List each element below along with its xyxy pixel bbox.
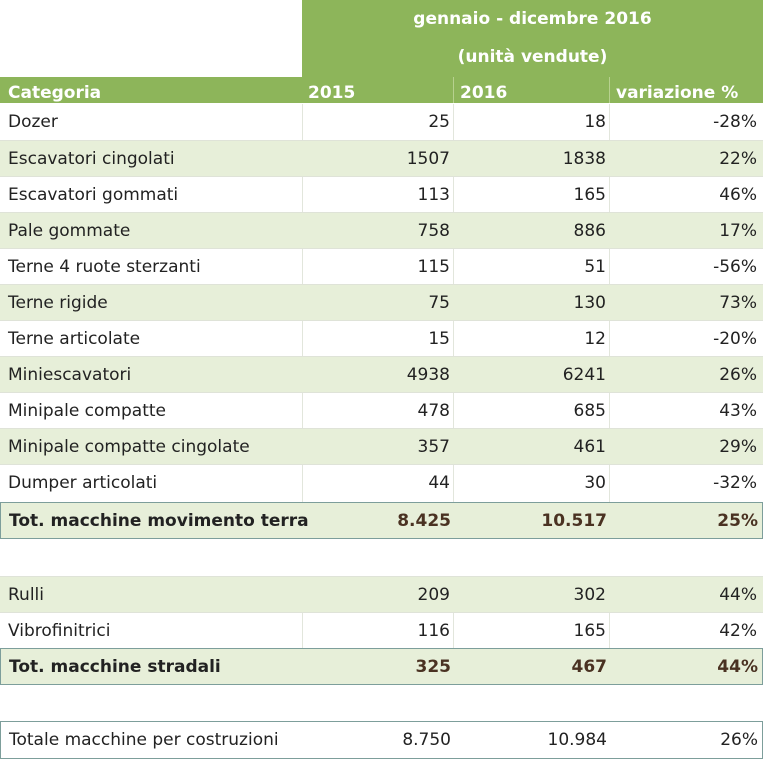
- row-value-2015: 758: [417, 221, 450, 241]
- unit-subtitle: (unità vendute): [457, 47, 608, 67]
- period-title: gennaio - dicembre 2016: [413, 9, 652, 29]
- row-category-name: Pale gommate: [8, 221, 131, 241]
- row-value-2015: 4938: [406, 365, 450, 385]
- change-column-header: variazione %: [616, 83, 739, 103]
- row-value-2016: 130: [573, 293, 606, 313]
- row-category-name: Dumper articolati: [8, 473, 158, 493]
- row-value-2016: 685: [573, 401, 606, 421]
- table-row: Dumper articolati 44 30 -32%: [0, 464, 763, 501]
- row-value-2015: 75: [428, 293, 450, 313]
- row-value-2015: 44: [428, 473, 450, 493]
- row-category-name: Totale macchine per costruzioni: [9, 730, 279, 750]
- row-value-2015: 325: [415, 656, 452, 677]
- row-change-percent: 43%: [719, 401, 757, 421]
- row-change-percent: 26%: [720, 730, 758, 750]
- row-value-2015: 8.425: [397, 510, 451, 531]
- row-value-2016: 467: [571, 656, 608, 677]
- table-row: Rulli 209 302 44%: [0, 576, 763, 613]
- row-value-2016: 302: [573, 585, 606, 605]
- row-change-percent: 22%: [719, 149, 757, 169]
- row-category-name: Vibrofinitrici: [8, 621, 111, 641]
- row-value-2015: 357: [417, 437, 450, 457]
- row-category-name: Terne 4 ruote sterzanti: [8, 257, 201, 277]
- table-row: Vibrofinitrici 116 165 42%: [0, 612, 763, 649]
- row-value-2015: 1507: [406, 149, 450, 169]
- table-row: Terne articolate 15 12 -20%: [0, 320, 763, 357]
- row-category-name: Dozer: [8, 112, 58, 132]
- table-row: Escavatori cingolati 1507 1838 22%: [0, 140, 763, 177]
- row-value-2016: 165: [573, 185, 606, 205]
- table-row: Dozer 25 18 -28%: [0, 104, 763, 140]
- row-value-2016: 886: [573, 221, 606, 241]
- table-row: Tot. macchine stradali 325 467 44%: [0, 648, 763, 685]
- row-change-percent: 46%: [719, 185, 757, 205]
- table-row: Minipale compatte cingolate 357 461 29%: [0, 428, 763, 465]
- table-row: Pale gommate 758 886 17%: [0, 212, 763, 249]
- row-value-2015: 25: [428, 112, 450, 132]
- row-value-2016: 10.984: [547, 730, 607, 750]
- row-value-2016: 6241: [562, 365, 606, 385]
- table-row: Terne 4 ruote sterzanti 115 51 -56%: [0, 248, 763, 285]
- category-header-band: [0, 77, 302, 103]
- row-category-name: Miniescavatori: [8, 365, 132, 385]
- table-row: Terne rigide 75 130 73%: [0, 284, 763, 321]
- table-row: Miniescavatori 4938 6241 26%: [0, 356, 763, 393]
- row-value-2016: 461: [573, 437, 606, 457]
- row-change-percent: -28%: [713, 112, 757, 132]
- row-value-2015: 8.750: [402, 730, 451, 750]
- row-change-percent: -56%: [713, 257, 757, 277]
- row-value-2016: 10.517: [541, 510, 607, 531]
- header-divider: [609, 77, 610, 103]
- row-value-2015: 116: [417, 621, 450, 641]
- row-change-percent: 17%: [719, 221, 757, 241]
- row-category-name: Tot. macchine movimento terra: [9, 510, 309, 531]
- header-band: [302, 0, 763, 103]
- table-row: Minipale compatte 478 685 43%: [0, 392, 763, 429]
- row-change-percent: 25%: [717, 510, 758, 531]
- row-change-percent: 44%: [717, 656, 758, 677]
- header-divider: [453, 77, 454, 103]
- row-value-2016: 12: [584, 329, 606, 349]
- row-category-name: Terne rigide: [8, 293, 108, 313]
- row-category-name: Escavatori cingolati: [8, 149, 175, 169]
- row-change-percent: 73%: [719, 293, 757, 313]
- row-change-percent: -32%: [713, 473, 757, 493]
- row-value-2015: 115: [417, 257, 450, 277]
- row-category-name: Tot. macchine stradali: [9, 656, 221, 677]
- row-change-percent: 26%: [719, 365, 757, 385]
- row-category-name: Terne articolate: [8, 329, 141, 349]
- row-value-2016: 165: [573, 621, 606, 641]
- row-change-percent: 42%: [719, 621, 757, 641]
- row-category-name: Minipale compatte: [8, 401, 166, 421]
- row-category-name: Rulli: [8, 585, 44, 605]
- row-change-percent: 44%: [719, 585, 757, 605]
- row-value-2016: 18: [584, 112, 606, 132]
- row-value-2015: 15: [428, 329, 450, 349]
- row-value-2016: 30: [584, 473, 606, 493]
- year-2015-column-header: 2015: [308, 83, 356, 103]
- row-change-percent: 29%: [719, 437, 757, 457]
- row-category-name: Escavatori gommati: [8, 185, 179, 205]
- row-value-2015: 478: [417, 401, 450, 421]
- row-change-percent: -20%: [713, 329, 757, 349]
- table-row: Totale macchine per costruzioni 8.750 10.9…: [0, 721, 763, 759]
- table-row: Escavatori gommati 113 165 46%: [0, 176, 763, 213]
- row-value-2016: 51: [584, 257, 606, 277]
- year-2016-column-header: 2016: [460, 83, 508, 103]
- table-row: Tot. macchine movimento terra 8.425 10.517…: [0, 502, 763, 539]
- row-value-2016: 1838: [562, 149, 606, 169]
- row-value-2015: 113: [417, 185, 450, 205]
- row-value-2015: 209: [417, 585, 450, 605]
- category-column-header: Categoria: [8, 83, 102, 103]
- row-category-name: Minipale compatte cingolate: [8, 437, 250, 457]
